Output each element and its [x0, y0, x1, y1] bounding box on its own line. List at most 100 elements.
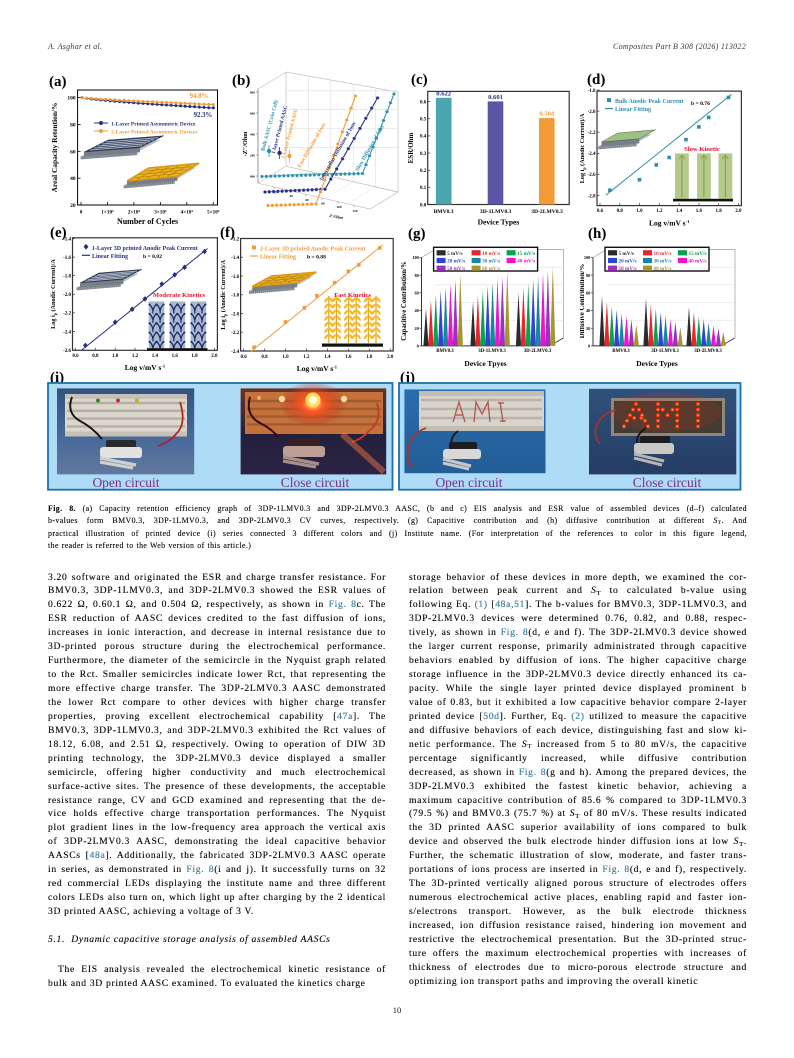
svg-text:0.4: 0.4: [420, 135, 427, 140]
svg-text:(b): (b): [232, 73, 250, 89]
svg-text:-2.6: -2.6: [63, 349, 71, 354]
svg-text:ESR/Ohm: ESR/Ohm: [407, 132, 415, 163]
svg-text:2-Layer Printed Asymmetric Dev: 2-Layer Printed Asymmetric Devices: [111, 130, 198, 136]
svg-text:-2.8: -2.8: [588, 194, 596, 199]
svg-text:(e): (e): [50, 225, 67, 241]
svg-text:40 mV/s: 40 mV/s: [517, 259, 535, 265]
svg-text:92.3%: 92.3%: [194, 112, 213, 119]
svg-text:Slow Diffusion of Ions: Slow Diffusion of Ions: [355, 125, 386, 173]
svg-text:1.8: 1.8: [716, 209, 723, 214]
svg-text:15 mV/s: 15 mV/s: [689, 251, 707, 257]
svg-text:50 mV/s: 50 mV/s: [619, 266, 637, 272]
svg-text:1.6: 1.6: [172, 354, 179, 359]
svg-text:(c): (c): [411, 72, 428, 88]
svg-text:0.8: 0.8: [617, 209, 624, 214]
svg-text:(f): (f): [220, 225, 235, 241]
svg-text:Diffusive Contribution/%: Diffusive Contribution/%: [580, 264, 586, 339]
svg-text:0: 0: [417, 344, 419, 349]
svg-text:0.0: 0.0: [420, 203, 427, 208]
svg-text:b = 0.76: b = 0.76: [691, 101, 710, 107]
svg-text:800: 800: [250, 91, 255, 95]
svg-text:0.1: 0.1: [420, 186, 427, 191]
svg-text:60: 60: [415, 290, 419, 295]
svg-text:000: 000: [250, 175, 255, 179]
svg-text:40: 40: [70, 176, 76, 182]
svg-text:30 mV/s: 30 mV/s: [654, 259, 672, 265]
svg-text:0.8: 0.8: [261, 355, 268, 360]
svg-text:b = 0.82: b = 0.82: [143, 254, 162, 260]
svg-text:Open circuit: Open circuit: [435, 475, 502, 490]
svg-text:0.8: 0.8: [92, 354, 99, 359]
svg-text:0: 0: [80, 210, 83, 216]
svg-text:20: 20: [70, 203, 76, 209]
svg-text:BMV0.3: BMV0.3: [436, 349, 454, 354]
svg-text:0.3: 0.3: [420, 152, 427, 157]
svg-text:(a): (a): [49, 74, 67, 90]
svg-text:Bulk Anodic Peak Current: Bulk Anodic Peak Current: [615, 99, 683, 105]
svg-text:100: 100: [336, 205, 341, 209]
svg-text:1.0: 1.0: [636, 209, 643, 214]
svg-text:15 mV/s: 15 mV/s: [517, 251, 535, 257]
svg-text:Log v/mV s-1: Log v/mV s-1: [297, 364, 338, 373]
svg-text:-1.6: -1.6: [231, 275, 239, 280]
svg-text:80 mV/s: 80 mV/s: [654, 266, 672, 272]
svg-text:(h): (h): [588, 226, 606, 242]
svg-text:80: 80: [586, 273, 590, 278]
svg-text:40: 40: [289, 194, 293, 198]
svg-text:Linear Fitting: Linear Fitting: [260, 255, 296, 261]
svg-text:60: 60: [305, 198, 309, 202]
svg-text:(g): (g): [408, 226, 426, 242]
svg-text:1.6: 1.6: [345, 355, 352, 360]
svg-text:80: 80: [415, 273, 419, 278]
svg-text:200: 200: [250, 154, 255, 158]
svg-text:-1.8: -1.8: [231, 294, 239, 299]
svg-text:400: 400: [250, 133, 255, 137]
svg-text:Log v/mV s-1: Log v/mV s-1: [649, 219, 690, 228]
svg-text:100: 100: [412, 255, 418, 260]
svg-text:3D-1LMV0.3: 3D-1LMV0.3: [478, 349, 506, 354]
svg-text:0.6: 0.6: [240, 355, 247, 360]
svg-text:1.0: 1.0: [112, 354, 119, 359]
svg-text:80: 80: [70, 122, 76, 128]
svg-text:0.5: 0.5: [420, 118, 427, 123]
svg-text:-1.2: -1.2: [231, 237, 239, 242]
svg-text:Open circuit: Open circuit: [92, 475, 159, 490]
svg-text:Number of Cycles: Number of Cycles: [117, 217, 178, 226]
svg-text:-2.2: -2.2: [63, 312, 71, 317]
svg-text:120: 120: [352, 209, 357, 213]
svg-text:1.8: 1.8: [191, 354, 198, 359]
svg-text:2.0: 2.0: [387, 355, 394, 360]
svg-text:0.6: 0.6: [597, 209, 604, 214]
svg-text:BMV0.3: BMV0.3: [612, 349, 630, 354]
svg-text:3D-1LMV0.3: 3D-1LMV0.3: [651, 349, 679, 354]
svg-text:1.2: 1.2: [303, 355, 310, 360]
svg-text:1.4: 1.4: [324, 355, 331, 360]
svg-text:Linear Fitting: Linear Fitting: [615, 107, 651, 113]
svg-text:20 mV/s: 20 mV/s: [619, 259, 637, 265]
svg-text:Areal Capacity Retention/%: Areal Capacity Retention/%: [50, 103, 59, 193]
svg-text:Device Types: Device Types: [636, 359, 678, 368]
svg-text:Interstellar Diffusion of Ions: Interstellar Diffusion of Ions: [319, 121, 358, 182]
svg-text:Close circuit: Close circuit: [633, 475, 702, 490]
svg-text:60: 60: [70, 149, 76, 155]
svg-text:Moderate Kinetics: Moderate Kinetics: [153, 292, 206, 299]
svg-text:0.601: 0.601: [488, 94, 503, 101]
svg-text:-Z″/Ohm: -Z″/Ohm: [242, 131, 249, 157]
svg-text:1.0: 1.0: [282, 355, 289, 360]
svg-text:5×10³: 5×10³: [207, 210, 220, 216]
svg-text:Capacitive Contribution/%: Capacitive Contribution/%: [401, 261, 408, 341]
svg-text:1×10³: 1×10³: [101, 210, 114, 216]
svg-text:5 mV/s: 5 mV/s: [447, 251, 462, 257]
svg-text:2.0: 2.0: [735, 209, 742, 214]
svg-text:1.2: 1.2: [656, 209, 663, 214]
svg-text:3D-2LMV0.3: 3D-2LMV0.3: [531, 209, 563, 215]
svg-text:Log ip (Anodic Current)/A: Log ip (Anodic Current)/A: [220, 259, 228, 329]
svg-text:Device Tpyes: Device Tpyes: [464, 359, 506, 368]
svg-text:0.6: 0.6: [72, 354, 79, 359]
svg-text:-2.6: -2.6: [588, 173, 596, 178]
svg-text:-1.8: -1.8: [588, 89, 596, 94]
svg-text:(j): (j): [400, 370, 415, 386]
svg-text:0.504: 0.504: [539, 111, 555, 118]
svg-text:3×10³: 3×10³: [154, 210, 167, 216]
svg-text:-1.6: -1.6: [63, 256, 71, 261]
